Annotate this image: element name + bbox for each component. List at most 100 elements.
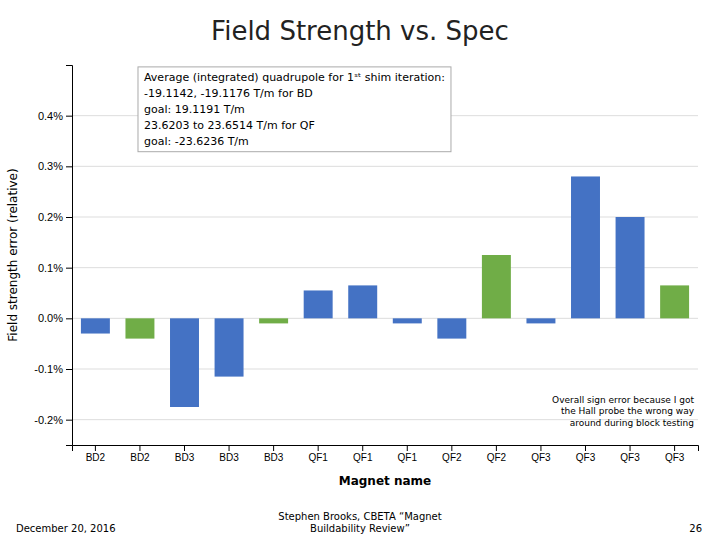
y-tick-mark [66,217,72,218]
bar [304,290,333,318]
x-tick-mark [674,445,675,451]
bar [393,318,422,323]
x-tick-mark [451,445,452,451]
x-tick-mark [229,445,230,451]
annotation: Overall sign error because I gotthe Hall… [552,395,695,428]
y-tick-mark [66,369,72,370]
x-tick-label: BD3 [264,452,284,463]
x-tick-mark [407,445,408,451]
x-tick: BD3 [175,445,195,463]
x-tick-label: BD2 [86,452,106,463]
x-axis: BD2 BD2 BD3 BD3 BD3 QF1 QF1 QF1 QF2 QF2 QF3 QF3 QF3 Q… [73,445,699,463]
y-tick-label: -0.2% [34,414,63,426]
y-tick-mark [66,116,72,117]
y-axis-line [66,66,73,446]
note-box: Average (integrated) quadrupole for 1ˢᵗ … [138,67,451,152]
x-tick-mark [139,445,140,451]
bar [125,318,154,338]
footer: December 20, 2016 [16,523,116,534]
x-tick-label: BD3 [219,452,239,463]
y-tick: -0.2% [34,414,72,426]
x-tick-mark [630,445,631,451]
x-tick-label: QF2 [487,452,507,463]
bar [437,318,466,338]
bar [348,285,377,318]
grid [72,116,698,420]
chart: Field Strength vs. Spec -0.2% -0.1% 0.0% 0.1… [0,0,720,540]
x-tick-label: QF2 [442,452,462,463]
y-tick-label: 0.3% [38,160,63,172]
grid-line [72,217,698,218]
y-axis-title: Field strength error (relative) [6,168,20,341]
y-tick-mark [66,420,72,421]
y-tick-label: -0.1% [34,363,63,375]
bars [81,176,689,407]
grid-line [72,267,698,268]
note-box-frame [138,67,451,152]
x-tick-label: BD2 [130,452,150,463]
x-tick: QF1 [308,445,328,463]
y-tick-label: 0.1% [38,262,63,274]
x-tick: QF3 [665,445,685,463]
grid-line [72,369,698,370]
bar [81,318,110,333]
footer: Stephen Brooks, CBETA “MagnetBuildabilit… [278,511,441,534]
x-tick-label: QF1 [353,452,373,463]
bar [571,176,600,318]
x-tick-mark [273,445,274,451]
x-axis-title: Magnet name [339,474,432,488]
plot: -0.2%-0.1%0.0%0.1%0.2%0.3%0.4%BD2BD2BD3B… [6,66,699,489]
y-tick-mark [66,318,72,319]
y-tick-label: 0.4% [38,110,63,122]
y-tick: -0.1% [34,363,72,375]
x-tick-label: QF3 [620,452,640,463]
x-tick: BD2 [86,445,106,463]
y-tick-label: 0.0% [38,312,63,324]
y-tick: 0.4% [38,110,72,122]
x-tick-mark [318,445,319,451]
x-tick: BD3 [264,445,284,463]
y-tick-mark [66,166,72,167]
y-tick: 0.3% [38,160,72,172]
bar [215,318,244,376]
x-tick: QF1 [398,445,418,463]
footer: 26 [689,523,702,534]
bar [482,255,511,318]
bar [660,285,689,318]
y-tick: 0.2% [38,211,72,223]
x-tick-mark [585,445,586,451]
grid-line [72,318,698,319]
x-tick-mark [540,445,541,451]
note: Average (integrated) quadrupole for 1ˢᵗ … [144,71,445,148]
x-tick-label: QF1 [308,452,328,463]
bar [170,318,199,407]
x-tick: QF3 [620,445,640,463]
x-tick: QF2 [442,445,462,463]
x-tick: BD3 [219,445,239,463]
x-tick-mark [184,445,185,451]
grid-line [72,166,698,167]
x-tick: QF1 [353,445,373,463]
x-tick: BD2 [130,445,150,463]
x-tick-label: QF3 [576,452,596,463]
x-tick-label: QF3 [665,452,685,463]
bar [616,217,645,318]
y-axis: -0.2% -0.1% 0.0% 0.1% 0.2% 0.3% 0.4% [34,66,72,446]
x-tick: QF2 [487,445,507,463]
y-tick: 0.1% [38,262,72,274]
x-axis-line [73,446,699,452]
x-tick-mark [362,445,363,451]
y-tick-mark [66,268,72,269]
x-tick: QF3 [531,445,551,463]
bar [526,318,555,323]
x-tick-label: BD3 [175,452,195,463]
y-tick: 0.0% [38,312,72,324]
x-tick-label: QF1 [398,452,418,463]
bar [259,318,288,323]
x-tick-mark [95,445,96,451]
y-tick-label: 0.2% [38,211,63,223]
x-tick: QF3 [576,445,596,463]
x-tick-label: QF3 [531,452,551,463]
x-tick-mark [496,445,497,451]
title: Field Strength vs. Spec [211,16,509,46]
